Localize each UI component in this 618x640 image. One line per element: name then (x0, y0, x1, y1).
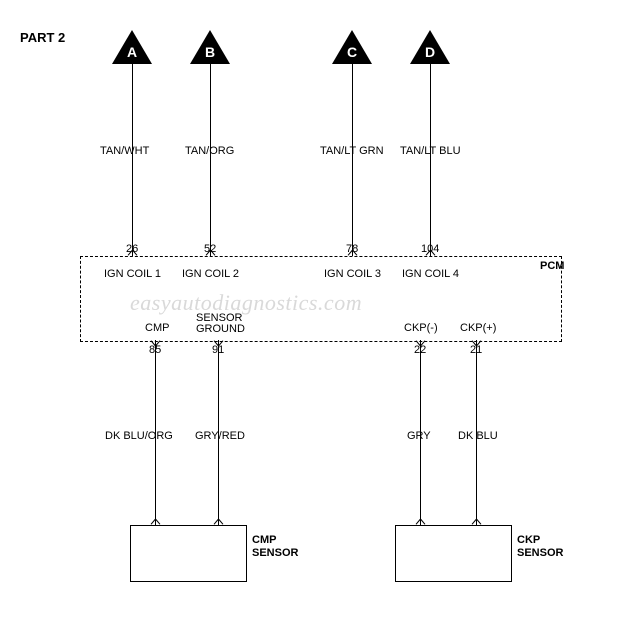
cmp-sensor-l2: SENSOR (252, 547, 298, 559)
triangle-c-letter: C (347, 44, 357, 60)
wire-a (132, 64, 133, 256)
wire-a-color: TAN/WHT (100, 145, 149, 157)
wire-22-pin: 22 (414, 344, 426, 356)
wire-85-pin: 85 (149, 344, 161, 356)
wire-a-pin: 26 (126, 243, 138, 255)
wire-b (210, 64, 211, 256)
wire-b-pin: 52 (204, 243, 216, 255)
coil-3-label: IGN COIL 3 (324, 268, 381, 280)
triangle-d-letter: D (425, 44, 435, 60)
pcm-ckp-pos-label: CKP(+) (460, 322, 496, 334)
wire-21-pin: 21 (470, 344, 482, 356)
ckp-sensor-box (395, 525, 512, 582)
cmp-sensor-l1: CMP (252, 534, 276, 546)
coil-4-label: IGN COIL 4 (402, 268, 459, 280)
coil-2-label: IGN COIL 2 (182, 268, 239, 280)
pcm-cmp-label: CMP (145, 322, 169, 334)
pcm-sensor-ground-2: GROUND (196, 323, 245, 335)
wire-85-color: DK BLU/ORG (105, 430, 173, 442)
diagram-stage: { "title": "PART 2", "watermark": "easya… (0, 0, 618, 640)
pcm-ckp-neg-label: CKP(-) (404, 322, 438, 334)
ckp-sensor-l2: SENSOR (517, 547, 563, 559)
triangle-b-letter: B (205, 44, 215, 60)
wire-d-color: TAN/LT BLU (400, 145, 461, 157)
part-title: PART 2 (20, 30, 65, 45)
watermark: easyautodiagnostics.com (130, 290, 362, 316)
wire-c-pin: 78 (346, 243, 358, 255)
wire-21-color: DK BLU (458, 430, 498, 442)
wire-d-pin: 104 (421, 243, 439, 255)
triangle-a-letter: A (127, 44, 137, 60)
wire-c (352, 64, 353, 256)
cmp-sensor-box (130, 525, 247, 582)
coil-1-label: IGN COIL 1 (104, 268, 161, 280)
wire-b-color: TAN/ORG (185, 145, 234, 157)
wire-91-pin: 91 (212, 344, 224, 356)
wire-d (430, 64, 431, 256)
wire-c-color: TAN/LT GRN (320, 145, 384, 157)
pcm-label: PCM (540, 260, 564, 272)
wire-22-color: GRY (407, 430, 431, 442)
ckp-sensor-l1: CKP (517, 534, 540, 546)
wire-91-color: GRY/RED (195, 430, 245, 442)
